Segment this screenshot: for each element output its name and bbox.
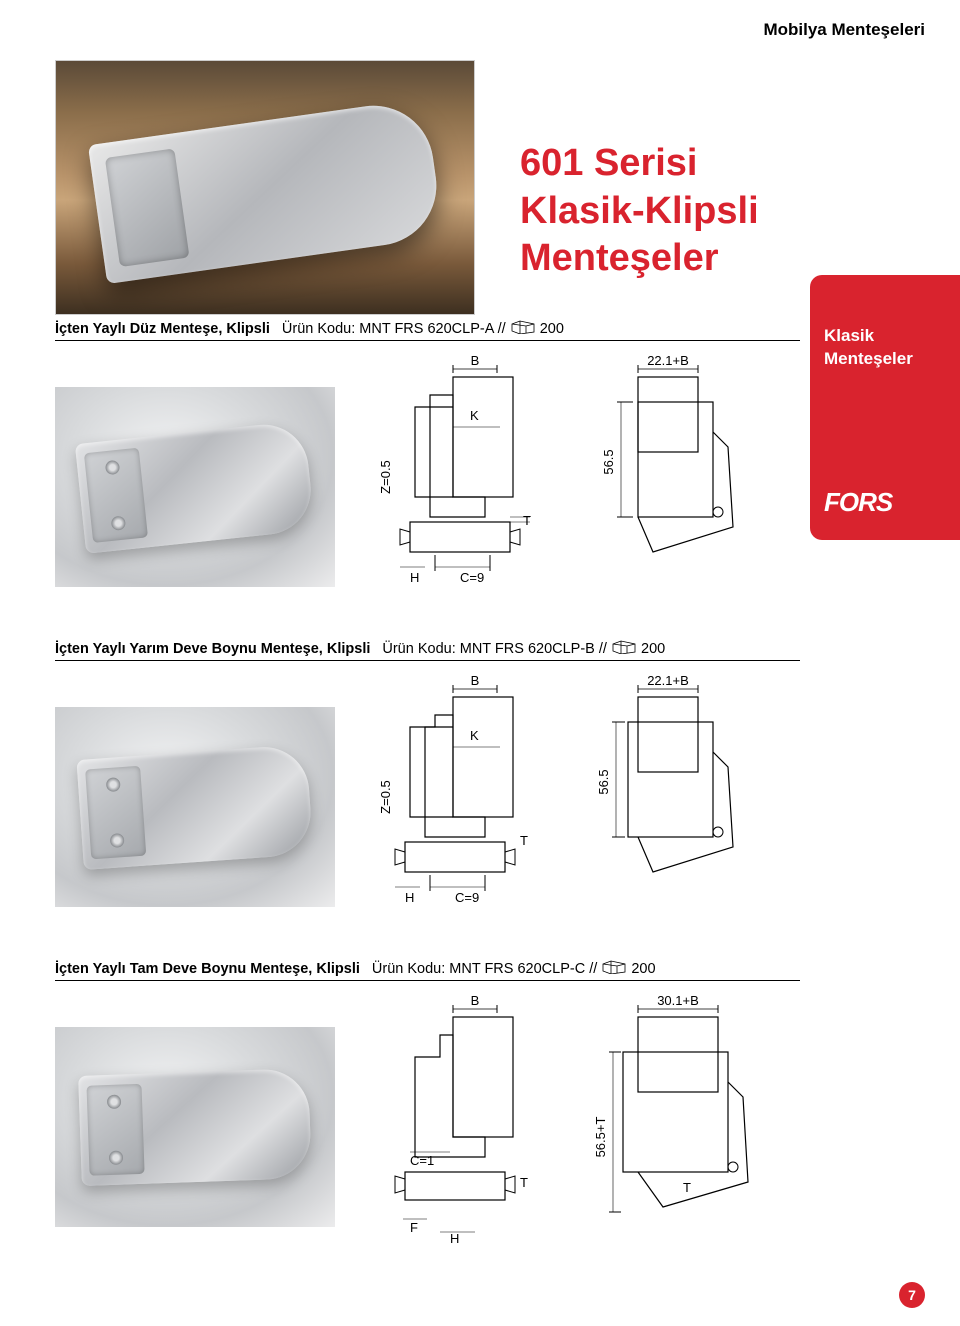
product-photo (55, 707, 335, 907)
svg-text:56.5+T: 56.5+T (593, 1117, 608, 1158)
svg-text:H: H (450, 1231, 459, 1246)
sidebar-label-line1: Klasik (824, 325, 946, 348)
diagrams: B Z=0.5 K T H C=9 (355, 667, 800, 917)
diagram-1: B Z=0.5 K T H (355, 347, 555, 597)
product-code: Ürün Kodu: MNT FRS 620CLP-C // 200 (372, 960, 656, 978)
svg-text:T: T (520, 1175, 528, 1190)
code-prefix: Ürün Kodu: MNT FRS 620CLP-B // (382, 641, 607, 657)
box-icon (611, 640, 637, 658)
series-line1: 601 Serisi (520, 140, 759, 188)
svg-text:56.5: 56.5 (601, 449, 616, 474)
diagram-2: 22.1+B 56.5 (583, 347, 783, 597)
svg-text:Z=0.5: Z=0.5 (378, 460, 393, 494)
product-header: İçten Yaylı Düz Menteşe, Klipsli Ürün Ko… (55, 320, 800, 341)
svg-text:30.1+B: 30.1+B (657, 993, 699, 1008)
series-title: 601 Serisi Klasik-Klipsli Menteşeler (520, 140, 759, 283)
sidebar-label: Klasik Menteşeler (824, 325, 946, 371)
svg-text:C=9: C=9 (455, 890, 479, 905)
box-icon (601, 960, 627, 978)
svg-text:B: B (471, 993, 480, 1008)
svg-text:22.1+B: 22.1+B (647, 673, 689, 688)
sidebar-label-line2: Menteşeler (824, 348, 946, 371)
diagram-1: B C=1 T F H (355, 987, 555, 1247)
sidebar: Klasik Menteşeler FORS (810, 275, 960, 540)
product-row-3: İçten Yaylı Tam Deve Boynu Menteşe, Klip… (55, 960, 800, 1247)
svg-text:T: T (520, 833, 528, 848)
diagram-2: 22.1+B 56.5 (583, 667, 783, 917)
product-header: İçten Yaylı Yarım Deve Boynu Menteşe, Kl… (55, 640, 800, 661)
svg-text:T: T (523, 513, 531, 528)
brand-logo: FORS (824, 487, 946, 518)
series-line3: Menteşeler (520, 235, 759, 283)
svg-text:H: H (410, 570, 419, 585)
diagram-1: B Z=0.5 K T H C=9 (355, 667, 555, 917)
svg-text:Z=0.5: Z=0.5 (378, 780, 393, 814)
series-line2: Klasik-Klipsli (520, 188, 759, 236)
diagrams: B Z=0.5 K T H (355, 347, 800, 597)
product-name: İçten Yaylı Yarım Deve Boynu Menteşe, Kl… (55, 641, 370, 657)
diagram-2: 30.1+B 56.5+T T (583, 987, 783, 1247)
product-qty: 200 (631, 961, 655, 977)
product-header: İçten Yaylı Tam Deve Boynu Menteşe, Klip… (55, 960, 800, 981)
svg-text:K: K (470, 728, 479, 743)
product-row-1: İçten Yaylı Düz Menteşe, Klipsli Ürün Ko… (55, 320, 800, 597)
dim-B: B (471, 353, 480, 368)
page-category: Mobilya Menteşeleri (763, 20, 925, 40)
product-code: Ürün Kodu: MNT FRS 620CLP-A // 200 (282, 320, 564, 338)
product-photo (55, 387, 335, 587)
svg-text:C=9: C=9 (460, 570, 484, 585)
code-prefix: Ürün Kodu: MNT FRS 620CLP-A // (282, 321, 506, 337)
page-number: 7 (899, 1282, 925, 1308)
svg-text:K: K (470, 408, 479, 423)
code-prefix: Ürün Kodu: MNT FRS 620CLP-C // (372, 961, 597, 977)
product-qty: 200 (641, 641, 665, 657)
svg-text:C=1: C=1 (410, 1153, 434, 1168)
product-code: Ürün Kodu: MNT FRS 620CLP-B // 200 (382, 640, 665, 658)
product-name: İçten Yaylı Düz Menteşe, Klipsli (55, 321, 270, 337)
svg-text:F: F (410, 1220, 418, 1235)
product-name: İçten Yaylı Tam Deve Boynu Menteşe, Klip… (55, 961, 360, 977)
product-photo (55, 1027, 335, 1227)
diagrams: B C=1 T F H (355, 987, 800, 1247)
svg-text:T: T (683, 1180, 691, 1195)
product-qty: 200 (540, 321, 564, 337)
product-row-2: İçten Yaylı Yarım Deve Boynu Menteşe, Kl… (55, 640, 800, 917)
svg-text:H: H (405, 890, 414, 905)
svg-text:B: B (471, 673, 480, 688)
svg-text:22.1+B: 22.1+B (647, 353, 689, 368)
svg-text:56.5: 56.5 (596, 769, 611, 794)
box-icon (510, 320, 536, 338)
hero-photo (55, 60, 475, 315)
